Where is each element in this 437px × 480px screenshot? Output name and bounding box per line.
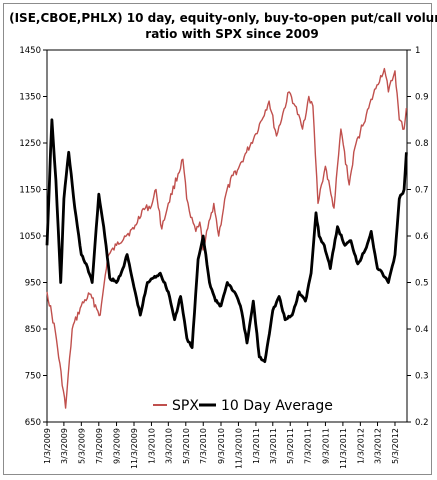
right-tick-label: 0.6: [415, 232, 429, 242]
left-axis: 650 750 850 950 1050 1150 1250 1350 1450: [19, 46, 47, 428]
right-tick-label: 0.8: [415, 139, 429, 149]
x-tick-label: 7/3/2009: [95, 428, 104, 464]
left-tick-label: 750: [25, 372, 41, 382]
right-tick-label: 0.4: [415, 325, 429, 335]
x-tick-label: 5/3/2010: [182, 428, 191, 464]
x-tick-label: 5/3/2012: [391, 428, 400, 464]
left-tick-label: 650: [25, 418, 41, 428]
x-tick-label: 11/3/2011: [339, 428, 348, 469]
legend-label-spx: SPX: [172, 398, 199, 414]
right-tick-label: 0.3: [415, 372, 429, 382]
x-tick-label: 9/3/2011: [321, 428, 330, 464]
x-tick-label: 11/3/2010: [234, 428, 243, 469]
chart-title-line-2: ratio with SPX since 2009: [145, 27, 318, 41]
left-tick-label: 1350: [19, 93, 41, 103]
left-tick-label: 1250: [19, 139, 41, 149]
chart-frame: [3, 3, 432, 475]
x-tick-label: 5/3/2009: [77, 428, 86, 464]
left-tick-label: 1150: [19, 186, 41, 196]
left-tick-label: 1450: [19, 46, 41, 56]
x-tick-label: 7/3/2011: [304, 428, 313, 464]
ten-day-average-series-line: [45, 118, 408, 364]
left-tick-label: 850: [25, 325, 41, 335]
x-tick-label: 3/3/2010: [164, 428, 173, 464]
plot-area: [46, 49, 408, 423]
right-tick-label: 0.7: [415, 186, 429, 196]
x-tick-label: 3/3/2012: [374, 428, 383, 464]
left-tick-label: 1050: [19, 232, 41, 242]
x-axis: 1/3/2009 3/3/2009 5/3/2009 7/3/2009 9/3/2009…: [43, 422, 400, 469]
spx-series-line: [46, 67, 408, 409]
x-tick-label: 3/3/2009: [60, 428, 69, 464]
legend-label-ten-day-average: 10 Day Average: [221, 398, 333, 414]
x-tick-label: 3/3/2011: [269, 428, 278, 464]
right-tick-label: 0.5: [415, 279, 429, 289]
x-tick-label: 1/3/2012: [356, 428, 365, 464]
right-tick-label: 0.9: [415, 93, 429, 103]
x-tick-label: 1/3/2010: [147, 428, 156, 464]
x-tick-label: 11/3/2009: [130, 428, 139, 469]
x-tick-label: 1/3/2011: [252, 428, 261, 464]
legend: SPX 10 Day Average: [153, 398, 333, 414]
x-tick-label: 5/3/2011: [286, 428, 295, 464]
x-tick-label: 9/3/2009: [113, 428, 122, 464]
left-tick-label: 950: [25, 279, 41, 289]
right-tick-label: 0.2: [415, 418, 429, 428]
chart-title-line-1: (ISE,CBOE,PHLX) 10 day, equity-only, buy…: [9, 11, 437, 25]
right-axis: 0.2 0.3 0.4 0.5 0.6 0.7 0.8 0.9 1: [407, 46, 429, 428]
right-tick-label: 1: [415, 46, 420, 56]
x-tick-label: 1/3/2009: [43, 428, 52, 464]
x-tick-label: 9/3/2010: [217, 428, 226, 464]
x-tick-label: 7/3/2010: [199, 428, 208, 464]
